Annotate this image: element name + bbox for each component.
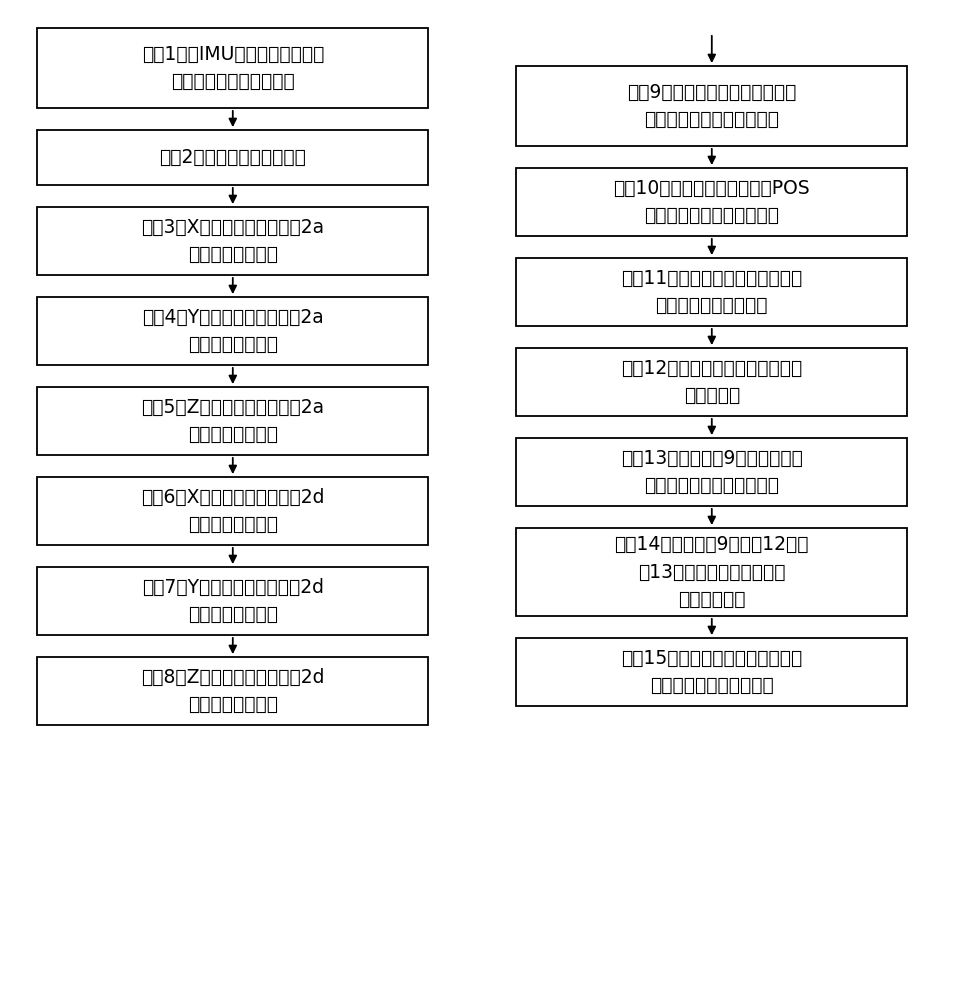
- Bar: [516, 528, 907, 616]
- Text: 步骤3：X轴作为测试轴，测得2a: 步骤3：X轴作为测试轴，测得2a: [141, 218, 325, 237]
- Text: 步骤4：Y轴作为测试轴，测得2a: 步骤4：Y轴作为测试轴，测得2a: [142, 308, 324, 327]
- Text: 步骤13：利用步骤9中标度因数的: 步骤13：利用步骤9中标度因数的: [621, 449, 803, 468]
- Bar: [37, 28, 428, 108]
- Text: 组速率实验数据。: 组速率实验数据。: [188, 605, 278, 624]
- Text: 步骤2：编排位置测试方案。: 步骤2：编排位置测试方案。: [159, 148, 307, 167]
- Bar: [37, 297, 428, 365]
- Bar: [516, 348, 907, 416]
- Text: 步骤9：建立标度因数与角速度的: 步骤9：建立标度因数与角速度的: [627, 83, 796, 102]
- Text: 速度有关项。: 速度有关项。: [678, 590, 745, 609]
- Text: 步骤8：Z轴作为测试轴，测得2d: 步骤8：Z轴作为测试轴，测得2d: [141, 668, 325, 687]
- Text: 常值偏差。: 常值偏差。: [684, 386, 740, 405]
- Bar: [37, 207, 428, 275]
- Text: 步骤7：Y轴作为测试轴，测得2d: 步骤7：Y轴作为测试轴，测得2d: [142, 578, 324, 597]
- Text: 组位置实验数据。: 组位置实验数据。: [188, 425, 278, 444]
- Text: 组位置实验数据。: 组位置实验数据。: [188, 335, 278, 354]
- Bar: [516, 168, 907, 236]
- Text: 步骤6：X轴作为测试轴，测得2d: 步骤6：X轴作为测试轴，测得2d: [141, 488, 325, 507]
- Text: 骤13的解算结果，求解与加: 骤13的解算结果，求解与加: [638, 562, 786, 581]
- Bar: [516, 258, 907, 326]
- Bar: [516, 438, 907, 506]
- Bar: [37, 130, 428, 185]
- Text: 组位置实验数据。: 组位置实验数据。: [188, 245, 278, 264]
- Bar: [516, 66, 907, 146]
- Bar: [516, 638, 907, 706]
- Text: 组速率实验数据。: 组速率实验数据。: [188, 515, 278, 534]
- Bar: [37, 657, 428, 725]
- Text: 组速率实验数据。: 组速率实验数据。: [188, 695, 278, 714]
- Text: 回归方程，解算回归系数。: 回归方程，解算回归系数。: [645, 110, 779, 129]
- Text: 转台上。系统上电采数。: 转台上。系统上电采数。: [171, 72, 295, 91]
- Text: 角速度通道误差模型方程。: 角速度通道误差模型方程。: [645, 206, 779, 225]
- Text: 步骤15：利用误差模型与求得的系: 步骤15：利用误差模型与求得的系: [621, 649, 803, 668]
- Text: 步骤11：根据输入原始数据，迭代: 步骤11：根据输入原始数据，迭代: [621, 269, 803, 288]
- Text: 步骤10：建立用于误差补偿的POS: 步骤10：建立用于误差补偿的POS: [613, 179, 810, 198]
- Bar: [37, 387, 428, 455]
- Bar: [37, 477, 428, 545]
- Bar: [37, 567, 428, 635]
- Text: 解算对应的标度因数。: 解算对应的标度因数。: [655, 296, 768, 315]
- Text: 数进行角速度误差补偿。: 数进行角速度误差补偿。: [650, 676, 774, 695]
- Text: 步骤14：利用步骤9、步骤12和步: 步骤14：利用步骤9、步骤12和步: [614, 535, 810, 554]
- Text: 步骤1：将IMU正交安装于调平的: 步骤1：将IMU正交安装于调平的: [142, 45, 324, 64]
- Text: 解算结果，求出安装误差。: 解算结果，求出安装误差。: [645, 476, 779, 495]
- Text: 步骤12：利用位置测试数据，求出: 步骤12：利用位置测试数据，求出: [621, 359, 803, 378]
- Text: 步骤5：Z轴作为测试轴，测得2a: 步骤5：Z轴作为测试轴，测得2a: [141, 398, 325, 417]
